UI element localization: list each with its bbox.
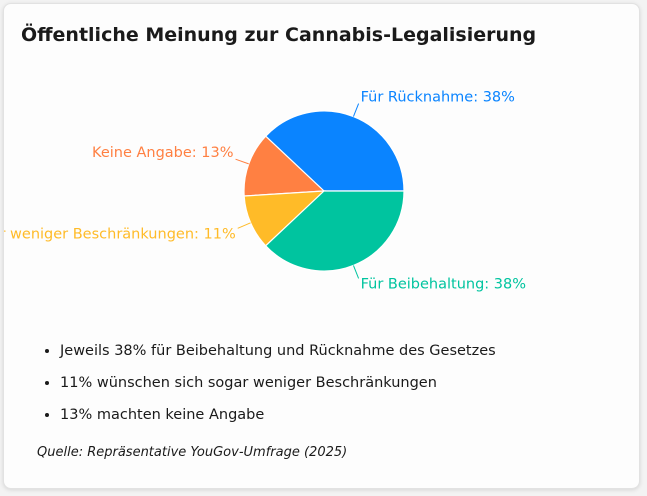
pie-chart: Für Rücknahme: 38% Keine Angabe: 13% Für w… <box>4 90 526 293</box>
pie-labels: Für Rücknahme: 38% Keine Angabe: 13% Für w… <box>4 90 526 293</box>
pie-slice <box>243 135 326 197</box>
source-note: Quelle: Repräsentative YouGov-Umfrage (2… <box>37 445 348 460</box>
chart-title: Öffentliche Meinung zur Cannabis-Legalis… <box>21 24 537 46</box>
summary-item: Jeweils 38% für Beibehaltung und Rücknah… <box>60 338 496 370</box>
leader-line <box>237 222 251 229</box>
leader-line <box>352 103 360 117</box>
chart-card: Öffentliche Meinung zur Cannabis-Legalis… <box>3 3 640 489</box>
leader-line <box>235 158 249 165</box>
slice-label: Für Beibehaltung: 38% <box>361 276 526 292</box>
summary-item: 11% wünschen sich sogar weniger Beschrän… <box>60 370 496 402</box>
slice-label: Keine Angabe: 13% <box>92 145 234 161</box>
slice-label: Für weniger Beschränkungen: 11% <box>4 226 236 242</box>
summary-list: Jeweils 38% für Beibehaltung und Rücknah… <box>28 338 496 434</box>
slice-label: Für Rücknahme: 38% <box>361 90 515 106</box>
summary-item: 13% machten keine Angabe <box>60 402 496 434</box>
pie-slices <box>243 110 405 272</box>
leader-line <box>352 265 360 279</box>
